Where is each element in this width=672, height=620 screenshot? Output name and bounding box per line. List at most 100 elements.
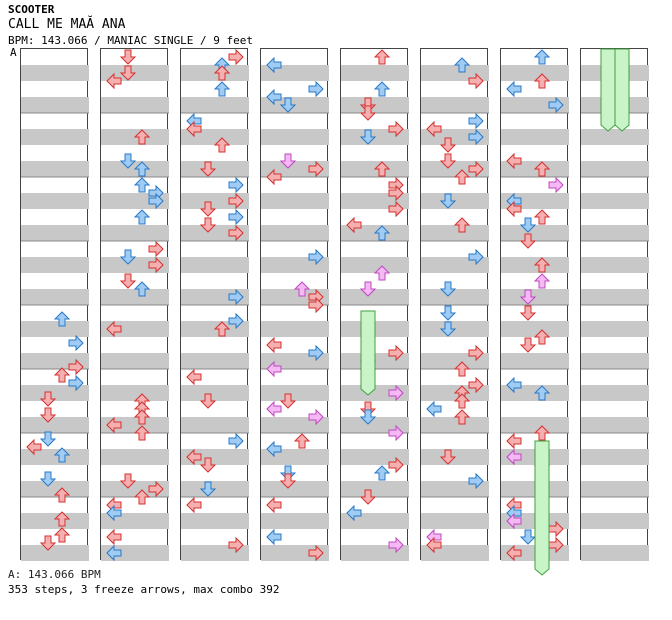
measure-stripe [421, 257, 489, 273]
measure-stripe [21, 321, 89, 337]
right-arrow-icon [228, 176, 244, 194]
down-arrow-icon [119, 473, 137, 489]
up-arrow-icon [533, 49, 551, 65]
column-1-canvas [21, 65, 89, 561]
up-arrow-icon [373, 225, 391, 241]
up-arrow-icon [453, 217, 471, 233]
measure-stripe [21, 417, 89, 433]
up-arrow-icon [53, 527, 71, 543]
left-arrow-icon [266, 440, 282, 458]
up-arrow-icon [293, 281, 311, 297]
right-arrow-icon [68, 358, 84, 376]
measure-stripe [501, 417, 569, 433]
down-arrow-icon [359, 129, 377, 145]
measure-stripe [581, 513, 649, 529]
up-arrow-icon [453, 393, 471, 409]
left-arrow-icon [186, 496, 202, 514]
up-arrow-icon [213, 321, 231, 337]
measure-stripe [21, 225, 89, 241]
measure-stripe [261, 161, 329, 177]
freeze-arrow [614, 48, 630, 132]
measure-stripe [421, 289, 489, 305]
left-arrow-icon [506, 376, 522, 394]
up-arrow-icon [533, 161, 551, 177]
chart-column-1 [20, 48, 89, 561]
measure-stripe [21, 65, 89, 81]
measure-stripe [261, 481, 329, 497]
down-arrow-icon [439, 281, 457, 297]
up-arrow-icon [453, 57, 471, 73]
left-arrow-icon [186, 448, 202, 466]
down-arrow-icon [39, 471, 57, 487]
measure-stripe [501, 97, 569, 113]
up-arrow-icon [53, 311, 71, 327]
measure-stripe [101, 225, 169, 241]
left-arrow-icon [426, 400, 442, 418]
down-arrow-icon [199, 201, 217, 217]
up-arrow-icon [533, 209, 551, 225]
right-arrow-icon [468, 128, 484, 146]
right-arrow-icon [148, 480, 164, 498]
song-title: CALL ME MAĂ ANA [8, 17, 126, 32]
right-arrow-icon [308, 248, 324, 266]
measure-stripe [21, 161, 89, 177]
step-summary: 353 steps, 3 freeze arrows, max combo 39… [8, 583, 280, 596]
measure-stripe [261, 65, 329, 81]
left-arrow-icon [506, 544, 522, 562]
right-arrow-icon [228, 536, 244, 554]
left-arrow-icon [506, 448, 522, 466]
measure-stripe [101, 289, 169, 305]
down-arrow-icon [199, 217, 217, 233]
column-2-canvas [101, 49, 169, 562]
down-arrow-icon [279, 153, 297, 169]
measure-stripe [581, 321, 649, 337]
down-arrow-icon [519, 529, 537, 545]
measure-stripe [261, 193, 329, 209]
measure-stripe [101, 257, 169, 273]
measure-stripe [581, 353, 649, 369]
measure-stripe [501, 129, 569, 145]
down-arrow-icon [519, 337, 537, 353]
up-arrow-icon [373, 465, 391, 481]
column-6-canvas [421, 57, 489, 561]
down-arrow-icon [39, 535, 57, 551]
measure-stripe [421, 481, 489, 497]
measure-stripe [181, 257, 249, 273]
right-arrow-icon [68, 334, 84, 352]
right-arrow-icon [388, 536, 404, 554]
measure-stripe [101, 353, 169, 369]
left-arrow-icon [186, 368, 202, 386]
measure-stripe [261, 417, 329, 433]
up-arrow-icon [293, 433, 311, 449]
down-arrow-icon [279, 97, 297, 113]
up-arrow-icon [133, 281, 151, 297]
down-arrow-icon [199, 457, 217, 473]
left-arrow-icon [266, 400, 282, 418]
left-arrow-icon [266, 168, 282, 186]
left-arrow-icon [106, 528, 122, 546]
measure-stripe [341, 545, 409, 561]
measure-stripe [181, 225, 249, 241]
right-arrow-icon [388, 184, 404, 202]
bpm-summary: A: 143.066 BPM [8, 568, 101, 581]
down-arrow-icon [359, 409, 377, 425]
measure-stripe [341, 65, 409, 81]
chart-column-5 [340, 48, 409, 561]
measure-stripe [101, 481, 169, 497]
left-arrow-icon [106, 320, 122, 338]
right-arrow-icon [388, 120, 404, 138]
down-arrow-icon [279, 393, 297, 409]
up-arrow-icon [453, 169, 471, 185]
measure-stripe [581, 225, 649, 241]
measure-stripe [501, 193, 569, 209]
up-arrow-icon [373, 265, 391, 281]
measure-stripe [501, 321, 569, 337]
measure-stripe [421, 129, 489, 145]
up-arrow-icon [213, 137, 231, 153]
left-arrow-icon [106, 504, 122, 522]
measure-stripe [21, 385, 89, 401]
right-arrow-icon [468, 472, 484, 490]
measure-stripe [341, 513, 409, 529]
down-arrow-icon [439, 153, 457, 169]
column-8-canvas [581, 48, 649, 561]
